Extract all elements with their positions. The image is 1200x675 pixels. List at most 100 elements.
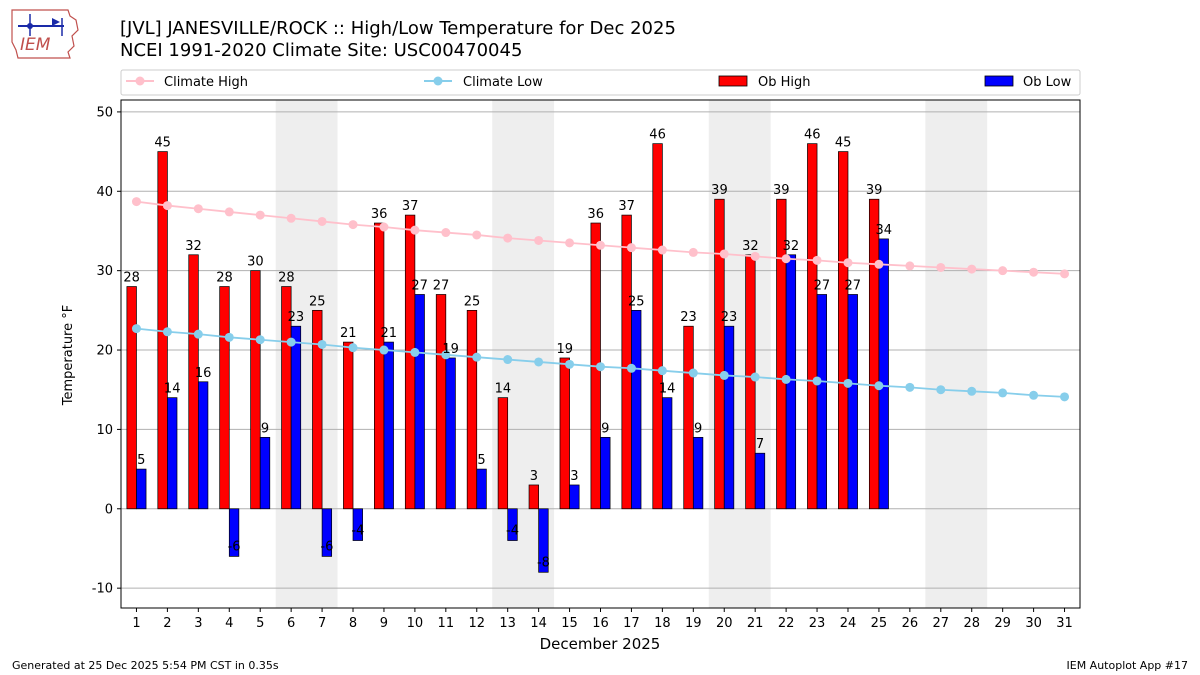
ob-high-label: 32	[742, 239, 759, 254]
ob-low-bar	[600, 436, 611, 510]
climate-low-point	[224, 332, 234, 342]
ob-low-label: 34	[875, 223, 892, 238]
climate-low-point	[626, 363, 636, 373]
climate-low-point	[998, 388, 1008, 398]
climate-low-point	[936, 385, 946, 395]
ob-low-bar	[847, 294, 858, 510]
climate-high-point	[534, 235, 544, 245]
ob-high-bar	[435, 294, 447, 510]
ob-low-label: 5	[477, 453, 485, 468]
ob-high-label: 36	[587, 207, 604, 222]
ob-low-bar	[414, 294, 425, 510]
climate-high-point	[131, 197, 141, 207]
ob-high-label: 46	[804, 128, 821, 143]
y-tick-label: -10	[92, 582, 113, 597]
climate-high-point	[750, 251, 760, 261]
generated-note: Generated at 25 Dec 2025 5:54 PM CST in …	[12, 659, 279, 672]
ob-high-bar	[126, 286, 137, 510]
ob-low-bar	[507, 508, 518, 541]
ob-high-label: 39	[773, 183, 790, 198]
ob-low-label: 5	[137, 453, 145, 468]
ob-low-bar	[197, 381, 209, 510]
legend-climate-high-label: Climate High	[164, 75, 248, 90]
x-tick-label: 16	[592, 616, 609, 631]
climate-high-point	[812, 255, 822, 265]
x-tick-label: 26	[902, 616, 919, 631]
ob-high-label: 14	[495, 382, 512, 397]
weekend-shade	[925, 100, 988, 608]
ob-high-bar	[621, 214, 632, 510]
x-tick-label: 10	[407, 616, 424, 631]
ob-low-bar	[259, 436, 271, 510]
ob-low-label: 23	[721, 310, 738, 325]
climate-low-point	[1029, 390, 1039, 400]
x-tick-label: 4	[225, 616, 233, 631]
y-tick-label: 40	[96, 185, 113, 200]
ob-high-label: 25	[464, 294, 481, 309]
ob-high-bar	[559, 357, 570, 510]
legend: Climate High Climate Low Ob High Ob Low	[120, 69, 1081, 96]
climate-low-point	[812, 376, 822, 386]
x-tick-label: 6	[287, 616, 295, 631]
ob-low-bar	[723, 325, 735, 510]
ob-high-label: 28	[278, 271, 295, 286]
ob-high-label: 28	[123, 271, 140, 286]
climate-low-point	[750, 372, 760, 382]
ob-low-label: 23	[288, 310, 305, 325]
ob-high-label: 3	[530, 469, 538, 484]
climate-low-point	[379, 345, 389, 355]
ob-low-bar	[692, 436, 704, 510]
climate-high-point	[781, 254, 791, 264]
ob-high-bar	[343, 341, 354, 510]
ob-high-label: 37	[618, 199, 635, 214]
x-tick-label: 27	[933, 616, 950, 631]
x-tick-label: 29	[994, 616, 1011, 631]
climate-high-point	[162, 201, 172, 211]
legend-climate-low-label: Climate Low	[463, 75, 543, 90]
legend-climate-high-marker	[135, 76, 145, 86]
ob-low-label: -6	[320, 539, 333, 554]
x-tick-label: 19	[685, 616, 702, 631]
ob-low-bar	[321, 508, 333, 557]
climate-low-point	[503, 355, 513, 365]
x-tick-label: 12	[468, 616, 485, 631]
ob-high-label: 36	[371, 207, 388, 222]
ob-high-label: 45	[835, 136, 852, 151]
ob-low-bar	[167, 397, 178, 510]
ob-high-label: 37	[402, 199, 419, 214]
climate-high-point	[193, 204, 203, 214]
ob-low-label: 27	[814, 278, 831, 293]
ob-low-label: -8	[537, 555, 550, 570]
ob-low-bar	[816, 294, 827, 510]
y-tick-label: 10	[96, 423, 113, 438]
legend-ob-high-label: Ob High	[758, 75, 811, 90]
ob-low-bar	[290, 325, 302, 510]
climate-low-point	[131, 324, 141, 334]
ob-high-label: 30	[247, 255, 264, 270]
ob-high-bar	[497, 397, 509, 510]
ob-high-label: 21	[340, 326, 357, 341]
legend-ob-low-label: Ob Low	[1023, 75, 1072, 90]
climate-high-point	[688, 247, 698, 257]
climate-high-point	[874, 259, 884, 269]
y-axis-label: Temperature °F	[61, 305, 76, 406]
ob-low-bar	[228, 508, 240, 557]
ob-low-bar	[569, 484, 580, 510]
climate-low-point	[472, 352, 482, 362]
climate-high-point	[503, 233, 513, 243]
ob-high-bar	[807, 143, 818, 510]
climate-low-point	[967, 386, 977, 396]
climate-high-point	[348, 220, 358, 230]
ob-high-label: 45	[154, 136, 171, 151]
ob-low-bar	[662, 397, 673, 510]
climate-low-point	[657, 366, 667, 376]
climate-low-point	[255, 335, 265, 345]
ob-low-bar	[631, 309, 642, 510]
x-tick-label: 18	[654, 616, 671, 631]
climate-high-point	[565, 238, 575, 248]
x-tick-label: 22	[778, 616, 795, 631]
ob-low-label: -4	[506, 524, 519, 539]
climate-low-point	[162, 327, 172, 337]
x-tick-label: 21	[747, 616, 764, 631]
